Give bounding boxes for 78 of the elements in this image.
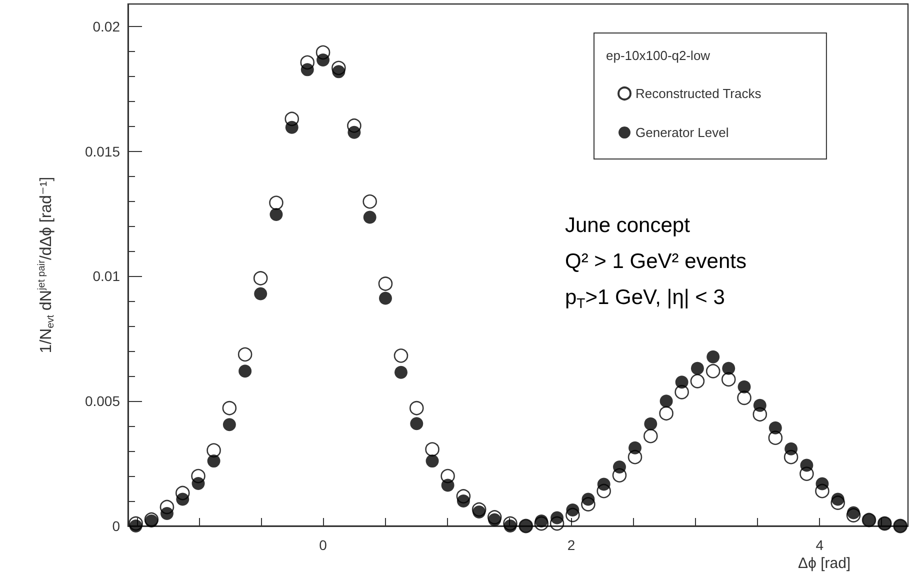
- point: [690, 362, 704, 375]
- point: [394, 366, 408, 379]
- point: [284, 112, 300, 126]
- y-axis-title: 1/Nevt dNjet pair/dΔϕ [rad⁻¹]: [36, 176, 56, 354]
- point: [363, 210, 376, 224]
- point: [722, 362, 736, 375]
- point: [612, 468, 627, 482]
- point: [644, 428, 658, 444]
- point: [238, 347, 252, 362]
- point: [815, 484, 830, 498]
- point: [830, 496, 846, 510]
- point: [581, 497, 596, 512]
- y-tick-label: 0: [112, 518, 120, 534]
- legend-title: ep-10x100-q2-low: [606, 48, 711, 63]
- point: [800, 466, 814, 481]
- point: [440, 468, 455, 484]
- point: [207, 454, 220, 468]
- point: [410, 417, 424, 430]
- point: [550, 516, 564, 531]
- legend-label: Reconstructed Tracks: [636, 86, 762, 101]
- point: [426, 454, 439, 468]
- point: [191, 468, 206, 484]
- point: [238, 364, 252, 378]
- point: [175, 486, 190, 500]
- point: [752, 407, 768, 422]
- point: [378, 292, 392, 305]
- point: [784, 450, 798, 464]
- point: [332, 60, 346, 76]
- x-tick-label: 2: [567, 537, 576, 553]
- point: [347, 118, 362, 133]
- point: [254, 287, 268, 300]
- point: [674, 384, 689, 400]
- point: [503, 516, 518, 531]
- point: [222, 400, 237, 416]
- point: [660, 394, 673, 408]
- point: [768, 430, 783, 445]
- x-tick-label: 4: [816, 537, 824, 553]
- point: [596, 484, 611, 498]
- point: [425, 442, 440, 456]
- point: [160, 500, 174, 514]
- point: [738, 380, 751, 394]
- point: [534, 516, 549, 531]
- point: [706, 364, 720, 378]
- point: [846, 508, 861, 522]
- y-tick-label: 0.015: [84, 143, 120, 160]
- point: [206, 443, 221, 458]
- y-tick-label: 0.02: [92, 18, 120, 34]
- point: [675, 376, 688, 389]
- point: [659, 406, 674, 421]
- point: [222, 418, 236, 432]
- point: [690, 374, 705, 388]
- point: [721, 372, 736, 387]
- x-tick-label: 0: [319, 537, 328, 553]
- point: [628, 450, 642, 464]
- annotation: June concept: [565, 214, 690, 237]
- point: [487, 510, 502, 524]
- point: [706, 350, 720, 364]
- point: [566, 508, 580, 522]
- legend-label: Generator Level: [636, 125, 729, 140]
- point: [270, 208, 283, 222]
- point: [394, 348, 408, 363]
- y-tick-label: 0.005: [84, 393, 120, 410]
- point: [253, 271, 268, 286]
- point: [300, 55, 315, 70]
- point: [362, 194, 377, 209]
- point: [456, 489, 471, 504]
- point: [378, 276, 393, 291]
- point: [316, 45, 330, 60]
- point: [768, 421, 782, 434]
- point: [472, 502, 486, 517]
- point: [269, 196, 284, 210]
- point: [410, 400, 424, 416]
- point: [644, 417, 658, 430]
- x-axis-title: Δϕ [rad]: [798, 555, 851, 572]
- y-tick-label: 0.01: [92, 268, 120, 284]
- annotation: Q² > 1 GeV² events: [565, 250, 746, 273]
- point: [128, 516, 143, 531]
- point: [737, 390, 752, 406]
